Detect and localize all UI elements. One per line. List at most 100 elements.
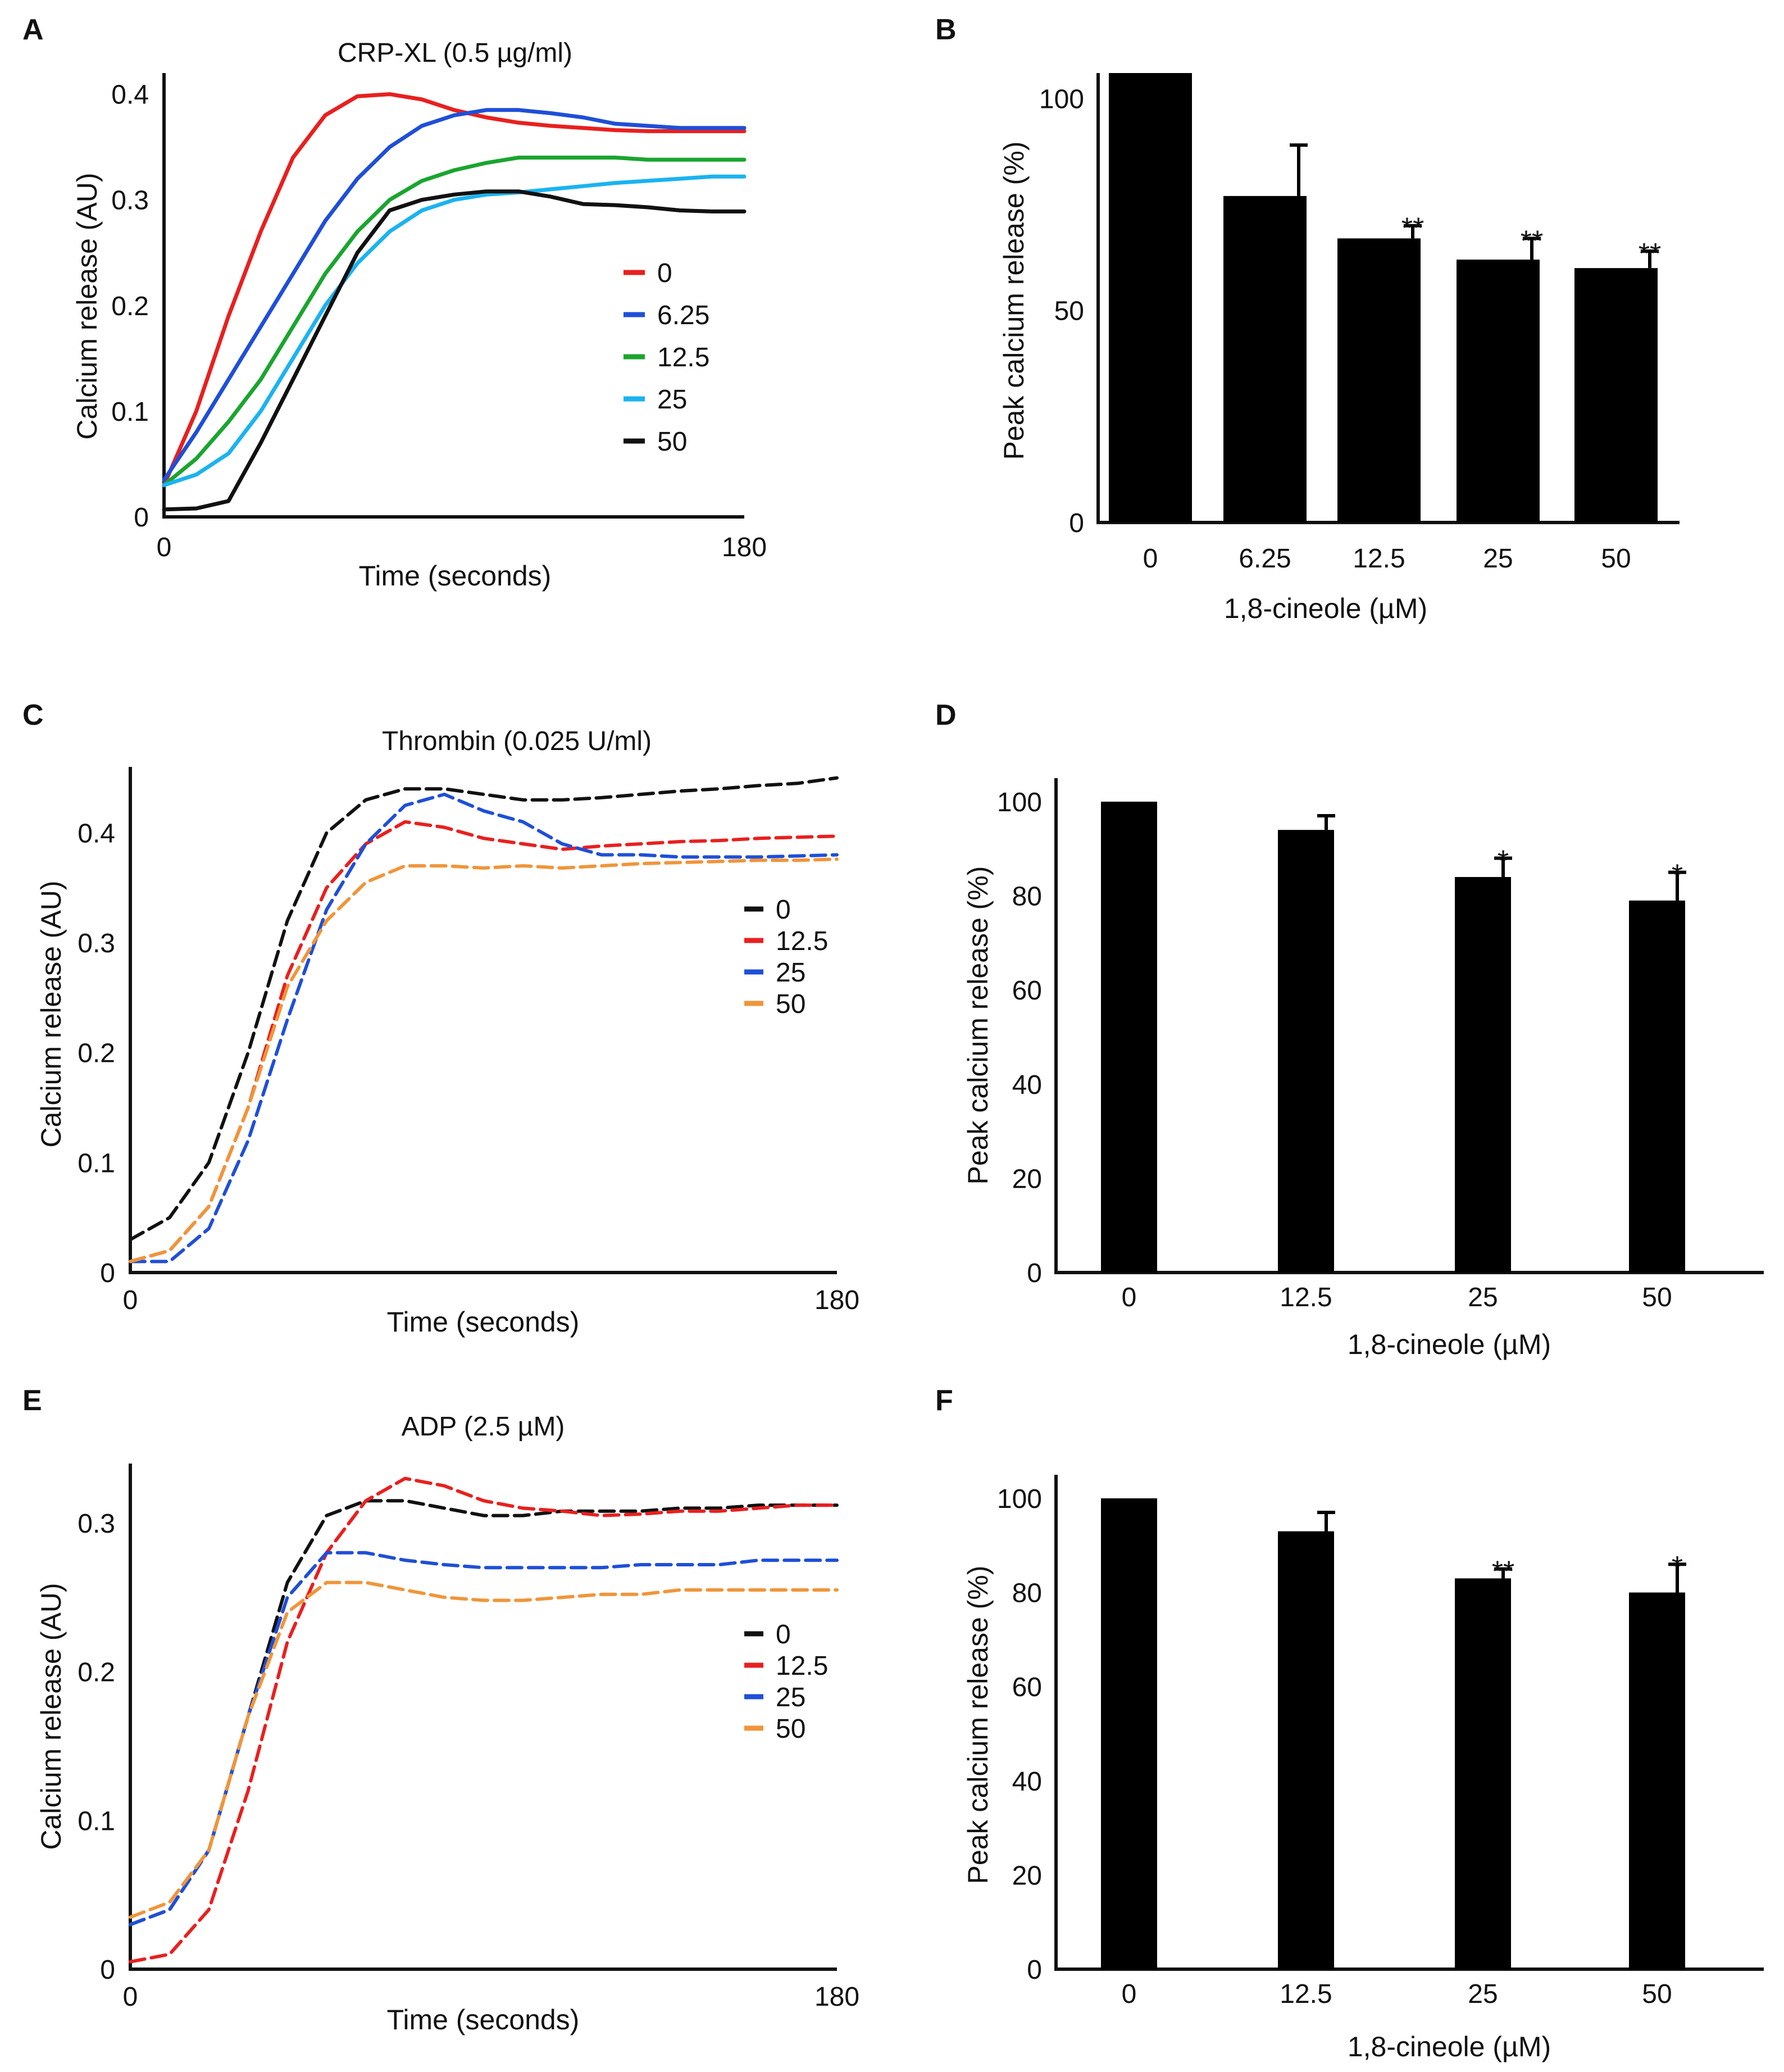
y-tick-label: 60 [1012,1673,1042,1702]
y-axis-label: Peak calcium release (%) [998,142,1030,460]
panel-b: B 1,8-cineole (µM) Peak calcium release … [935,13,1680,624]
y-tick-label: 0.2 [78,1658,115,1688]
y-tick-label: 0.3 [78,929,115,958]
significance-label: * [1672,859,1683,892]
y-tick-label: 0.2 [111,292,149,321]
x-tick-label: 0 [1122,1283,1137,1312]
y-tick-label: 0.3 [78,1509,115,1539]
x-tick-label: 50 [1642,1283,1672,1312]
x-tick-label: 12.5 [1353,544,1405,574]
x-axis-label: Time (seconds) [387,2004,580,2035]
y-tick-label: 0.4 [78,819,115,848]
significance-label: ** [1639,238,1661,270]
significance-label: * [1672,1551,1683,1583]
y-tick-label: 20 [1012,1164,1042,1194]
y-tick-label: 0.1 [78,1806,115,1836]
panel-e: E ADP (2.5 µM) Time (seconds) Calcium re… [22,1384,859,2035]
legend-label: 50 [776,989,805,1019]
y-tick-label: 20 [1012,1861,1042,1891]
panel-letter-e: E [22,1384,42,1417]
y-axis-label: Calcium release (AU) [71,172,103,439]
y-tick-label: 100 [997,788,1042,817]
panel-f: F 1,8-cineole (µM) Peak calcium release … [935,1384,1764,2062]
y-tick-label: 0 [134,503,149,533]
legend-label: 6.25 [657,301,709,330]
x-tick-label: 25 [1468,1979,1498,2009]
x-tick-label: 0 [157,533,172,562]
x-tick-label: 50 [1601,544,1631,574]
y-axis-label: Peak calcium release (%) [962,1566,994,1884]
series-line-50 [129,1580,839,1919]
x-tick-label: 180 [814,1982,859,2012]
x-tick-label: 12.5 [1280,1979,1332,2009]
significance-label: ** [1521,225,1543,257]
y-axis-label: Calcium release (AU) [35,880,67,1147]
bar [1223,196,1307,522]
series-line-50 [129,857,839,1264]
y-tick-label: 0.4 [111,80,149,110]
bar [1629,900,1685,1273]
legend-label: 12.5 [657,343,709,372]
y-tick-label: 0 [1027,1955,1042,1985]
y-tick-label: 100 [997,1484,1042,1514]
panel-letter-f: F [935,1384,953,1417]
x-axis-label: 1,8-cineole (µM) [1348,2031,1551,2062]
bar [1457,260,1540,522]
x-tick-label: 12.5 [1280,1283,1332,1312]
panel-letter-c: C [22,699,44,731]
series-line-0 [129,776,839,1242]
chart-title: Thrombin (0.025 U/ml) [382,726,652,756]
bar [1278,1531,1334,1969]
series-line-25 [162,174,747,488]
y-tick-label: 0 [1069,508,1084,538]
y-tick-label: 0 [1027,1258,1042,1288]
y-tick-label: 0.1 [111,397,149,427]
bar [1455,1578,1511,1969]
y-tick-label: 50 [1054,297,1084,326]
legend-label: 12.5 [776,926,828,956]
y-tick-label: 100 [1039,84,1084,114]
series-line-50 [162,189,747,512]
bar [1337,238,1421,522]
legend-label: 12.5 [776,1651,828,1681]
series-line-25 [129,1551,839,1926]
x-tick-label: 0 [123,1982,138,2012]
y-tick-label: 0 [100,1258,115,1288]
bar [1278,830,1334,1273]
series-line-25 [129,792,839,1264]
significance-label: ** [1492,1556,1514,1588]
chart-title: ADP (2.5 µM) [402,1412,565,1442]
y-axis-label: Calcium release (AU) [35,1583,67,1850]
x-tick-label: 0 [123,1285,138,1315]
x-axis-label: 1,8-cineole (µM) [1224,593,1427,624]
bar [1101,1498,1157,1969]
series-line-6.25 [162,108,747,482]
x-tick-label: 6.25 [1239,544,1291,574]
x-tick-label: 0 [1122,1979,1137,2009]
panel-c: C Thrombin (0.025 U/ml) Time (seconds) C… [22,699,859,1338]
legend-label: 50 [657,427,687,457]
legend-label: 0 [657,258,672,288]
x-tick-label: 25 [1468,1283,1498,1312]
x-tick-label: 180 [814,1285,859,1315]
panel-a: A CRP-XL (0.5 µg/ml) Time (seconds) Calc… [22,13,767,592]
bar [1629,1592,1685,1969]
x-tick-label: 50 [1642,1979,1672,2009]
panel-letter-b: B [935,13,957,46]
x-tick-label: 0 [1143,544,1158,574]
y-tick-label: 0.1 [78,1148,115,1178]
x-tick-label: 25 [1483,544,1513,574]
y-tick-label: 0 [100,1955,115,1985]
x-axis-label: Time (seconds) [387,1306,580,1338]
x-axis-label: Time (seconds) [359,560,552,592]
y-tick-label: 40 [1012,1070,1042,1100]
series-line-12.5 [129,1476,839,1964]
bar [1101,801,1157,1273]
y-tick-label: 80 [1012,1579,1042,1608]
y-tick-label: 0.3 [111,186,149,216]
y-tick-label: 60 [1012,976,1042,1006]
series-line-12.5 [162,156,747,488]
legend-label: 0 [776,1620,791,1650]
panel-d: D 1,8-cineole (µM) Peak calcium release … [935,699,1764,1360]
